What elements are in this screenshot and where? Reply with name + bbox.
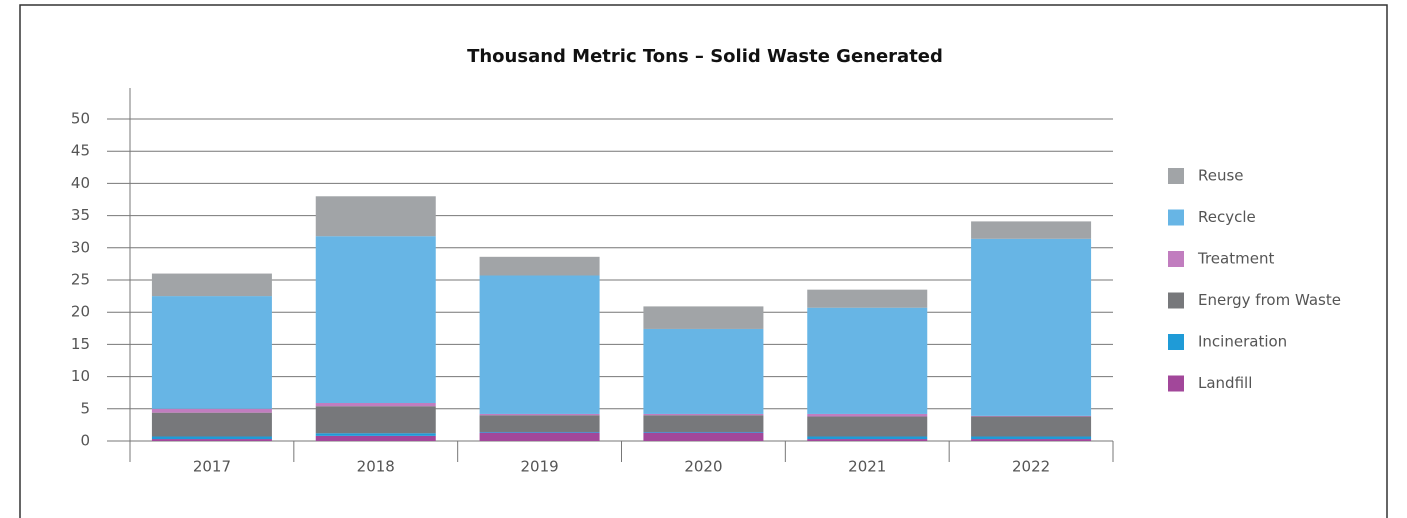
bar-segment xyxy=(479,432,600,441)
bar-segment xyxy=(971,436,1092,440)
bar-segment xyxy=(151,408,272,413)
bar-segment xyxy=(807,289,928,308)
x-tick-label: 2017 xyxy=(193,458,231,476)
y-tick-label: 50 xyxy=(71,110,90,128)
bar-segment xyxy=(479,413,600,416)
bar-segment xyxy=(315,403,436,407)
x-tick-label: 2022 xyxy=(1012,458,1050,476)
bar-segment xyxy=(971,221,1092,239)
frame xyxy=(19,4,1388,518)
bar-segment xyxy=(807,439,928,441)
bar-segment xyxy=(151,436,272,440)
x-tick-label: 2020 xyxy=(684,458,722,476)
legend-swatch xyxy=(1168,375,1184,392)
legend-swatch xyxy=(1168,168,1184,184)
bar-segment xyxy=(479,256,600,276)
y-tick-label: 20 xyxy=(71,303,90,321)
bar-segment xyxy=(971,416,1092,437)
y-tick-label: 45 xyxy=(71,142,90,160)
legend-swatch xyxy=(1168,251,1184,267)
bar-segment xyxy=(315,435,436,441)
bar-segment xyxy=(315,196,436,237)
legend-label: Landfill xyxy=(1198,374,1252,392)
bar-segment xyxy=(807,416,928,437)
legend-swatch xyxy=(1168,334,1184,350)
y-tick-label: 25 xyxy=(71,271,90,289)
bar-segment xyxy=(643,413,764,416)
bar-segment xyxy=(643,432,764,441)
bar-segment xyxy=(479,431,600,433)
y-tick-label: 0 xyxy=(80,432,90,450)
bar-segment xyxy=(807,413,928,417)
x-tick-label: 2018 xyxy=(357,458,395,476)
bar-segment xyxy=(479,415,600,432)
y-tick-label: 5 xyxy=(80,399,90,417)
bar-segment xyxy=(971,439,1092,441)
x-tick-label: 2019 xyxy=(520,458,558,476)
legend-label: Incineration xyxy=(1198,333,1287,351)
bar-segment xyxy=(643,306,764,329)
bar-segment xyxy=(151,296,272,409)
bar-segment xyxy=(151,439,272,441)
legend-label: Energy from Waste xyxy=(1198,291,1341,309)
bar-segment xyxy=(807,307,928,414)
bar-segment xyxy=(643,415,764,432)
legend-swatch xyxy=(1168,292,1184,309)
legend-swatch xyxy=(1168,209,1184,226)
legend-label: Reuse xyxy=(1198,167,1244,185)
y-tick-label: 40 xyxy=(71,174,90,192)
bar-segment xyxy=(151,273,272,297)
bar-segment xyxy=(971,415,1092,417)
bar-segment xyxy=(479,275,600,414)
bar-segment xyxy=(643,431,764,433)
bar-segment xyxy=(971,238,1092,416)
bar-segment xyxy=(807,436,928,440)
y-tick-label: 15 xyxy=(71,335,90,353)
y-tick-label: 35 xyxy=(71,206,90,224)
bar-segment xyxy=(151,412,272,437)
bar-segment xyxy=(315,236,436,404)
chart-title: Thousand Metric Tons – Solid Waste Gener… xyxy=(467,46,943,67)
y-tick-label: 30 xyxy=(71,238,90,256)
bar-segment xyxy=(643,328,764,414)
bar-segment xyxy=(315,433,436,436)
y-tick-label: 10 xyxy=(71,367,90,385)
x-tick-label: 2021 xyxy=(848,458,886,476)
legend-label: Treatment xyxy=(1197,250,1274,268)
legend-label: Recycle xyxy=(1198,208,1256,226)
bar-segment xyxy=(315,406,436,434)
